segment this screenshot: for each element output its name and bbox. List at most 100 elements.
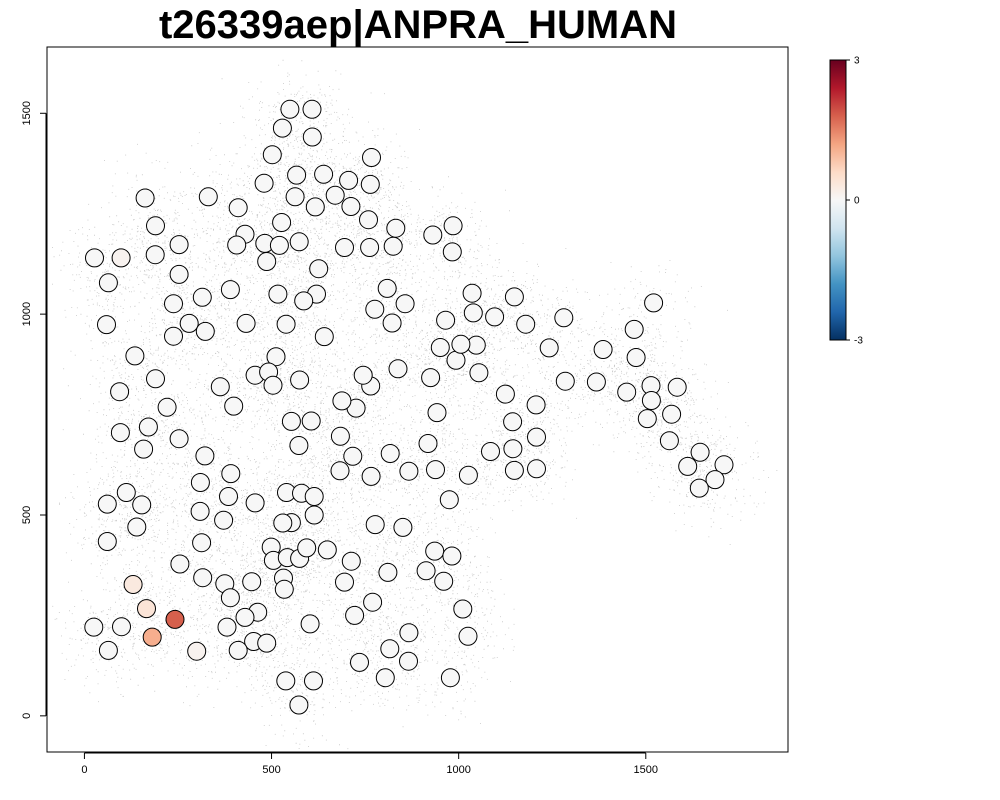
spot-point — [504, 287, 524, 307]
spot-point — [495, 384, 515, 404]
spot-point — [659, 431, 679, 451]
spot-point — [273, 513, 293, 533]
spot-point — [365, 299, 385, 319]
spot-point — [169, 429, 189, 449]
spot-point — [227, 235, 247, 255]
spot-point — [314, 327, 334, 347]
spot-point — [280, 99, 300, 119]
spot-point — [458, 465, 478, 485]
plot-frame — [46, 46, 789, 753]
spot-point — [297, 538, 317, 558]
spot-point — [330, 461, 350, 481]
spot-point — [689, 478, 709, 498]
spot-point — [626, 348, 646, 367]
spot-point — [388, 359, 408, 379]
spot-point — [266, 347, 286, 367]
spot-point — [123, 575, 143, 594]
spot-point — [193, 568, 213, 588]
spot-point — [304, 505, 324, 525]
spot-layer — [84, 99, 734, 715]
spot-point — [463, 303, 483, 323]
spot-point — [165, 609, 185, 629]
spot-point — [395, 294, 415, 314]
y-tick-label: 0 — [21, 713, 33, 719]
spot-point — [110, 423, 130, 443]
spot-point — [426, 460, 445, 480]
spot-point — [641, 391, 661, 410]
spot-point — [287, 165, 307, 185]
spot-point — [262, 145, 282, 165]
spot-point — [399, 651, 418, 671]
spot-point — [228, 198, 248, 218]
spot-point — [112, 617, 131, 637]
spot-point — [98, 640, 118, 660]
spot-point — [504, 460, 524, 480]
spot-point — [527, 427, 546, 447]
spot-point — [440, 668, 460, 688]
colorbar-gradient — [829, 59, 847, 341]
spot-point — [375, 668, 395, 688]
spot-point — [137, 599, 156, 619]
spot-point — [662, 404, 682, 424]
spot-point — [350, 652, 369, 672]
spot-point — [274, 579, 294, 599]
spot-point — [164, 294, 183, 314]
spot-point — [667, 377, 687, 397]
spot-point — [97, 494, 117, 514]
spot-point — [399, 461, 419, 481]
spot-point — [294, 291, 314, 311]
spot-point — [330, 426, 350, 446]
x-tick-label: 0 — [81, 764, 87, 776]
spot-point — [360, 174, 380, 194]
spot-point — [443, 216, 463, 236]
spot-point — [434, 571, 454, 591]
spot-point — [360, 238, 380, 257]
colorbar: 3 0 -3 — [829, 56, 863, 347]
spot-point — [382, 313, 402, 333]
spot-point — [289, 436, 309, 455]
x-tick-label: 1500 — [634, 764, 658, 776]
spot-point — [678, 456, 698, 476]
spot-point — [304, 671, 323, 691]
spot-point — [462, 283, 482, 303]
spot-point — [272, 118, 292, 138]
spot-point — [393, 517, 413, 537]
spot-point — [210, 377, 230, 397]
spot-point — [138, 417, 158, 437]
y-axis: 0 500 1000 1500 — [21, 101, 47, 719]
colorbar-tick-label: 0 — [854, 196, 860, 207]
spot-point — [453, 599, 473, 619]
spot-point — [383, 236, 403, 256]
spot-point — [363, 592, 383, 612]
spot-point — [526, 395, 546, 415]
spot-point — [289, 695, 309, 715]
spot-point — [195, 446, 215, 466]
spot-point — [377, 278, 397, 298]
spot-point — [309, 259, 329, 279]
spot-point — [380, 444, 400, 463]
spot-point — [339, 170, 359, 190]
spot-point — [276, 671, 296, 691]
spot-point — [644, 293, 664, 313]
spot-point — [301, 411, 321, 431]
spot-point — [254, 173, 274, 193]
spot-point — [268, 284, 288, 304]
spot-point — [221, 464, 241, 484]
spot-point — [503, 412, 523, 432]
spot-point — [192, 287, 212, 307]
spot-point — [134, 439, 154, 459]
spot-point — [132, 495, 152, 515]
x-tick-label: 500 — [262, 764, 280, 776]
spot-point — [195, 321, 215, 341]
spot-point — [302, 127, 322, 147]
spot-point — [97, 532, 117, 551]
spot-point — [219, 487, 238, 506]
spot-point — [169, 264, 189, 284]
spot-point — [421, 368, 441, 388]
spot-point — [127, 517, 147, 537]
spot-point — [425, 541, 445, 561]
spot-point — [281, 411, 301, 431]
spot-point — [446, 350, 466, 370]
spot-point — [469, 363, 489, 383]
spot-point — [187, 641, 207, 661]
